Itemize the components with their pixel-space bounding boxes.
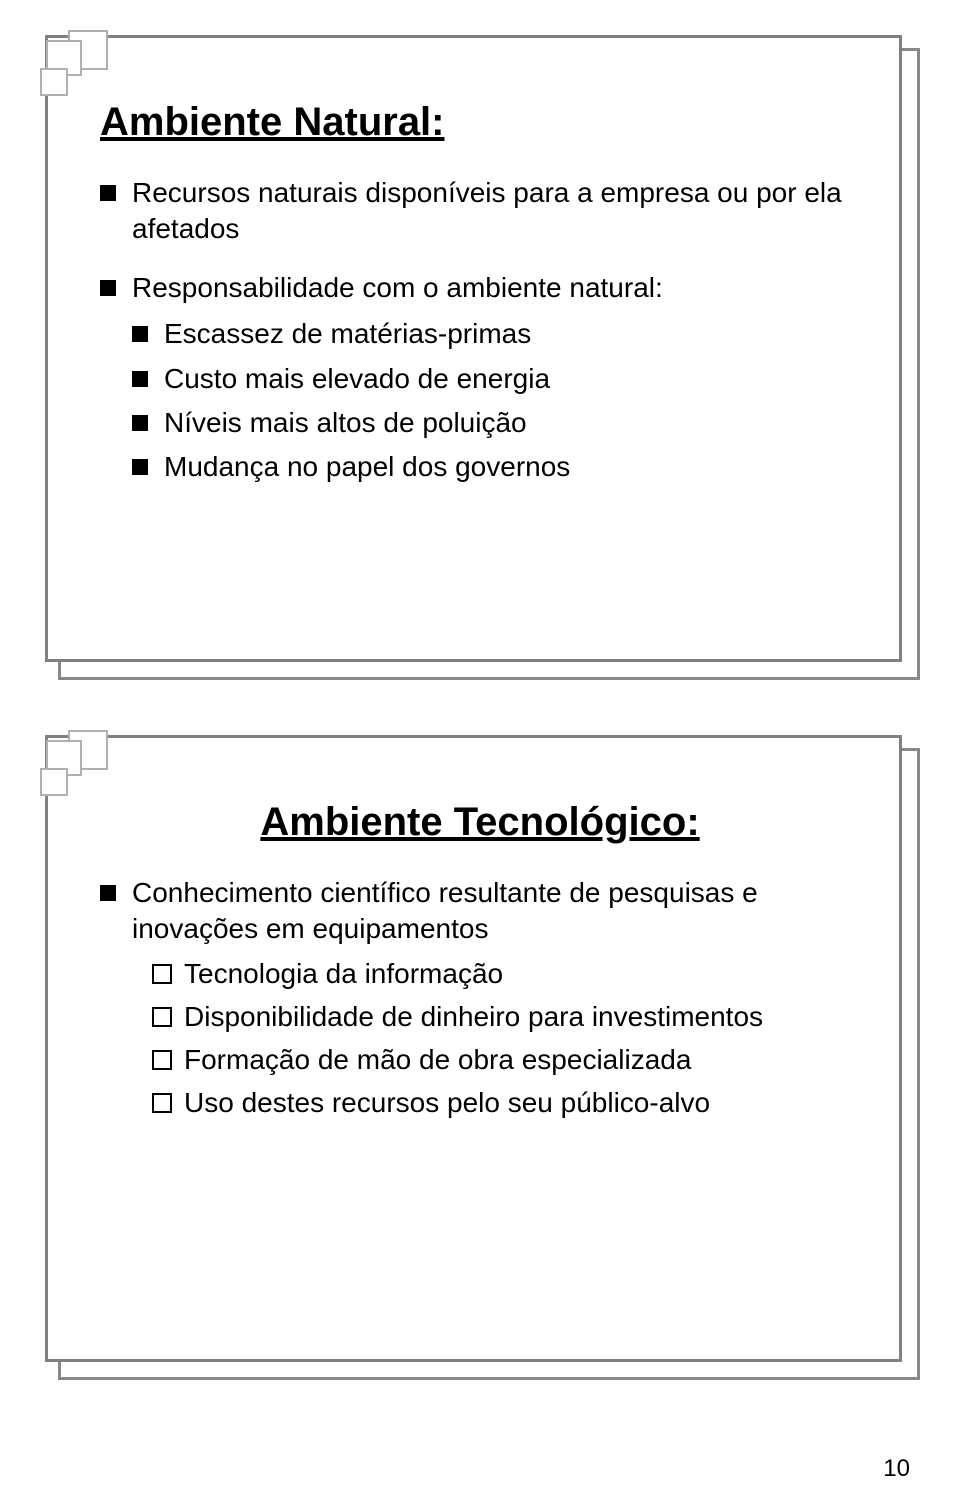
bullet-item: Responsabilidade com o ambiente natural:… <box>100 270 860 486</box>
sub-bullet-item: Disponibilidade de dinheiro para investi… <box>152 999 860 1034</box>
sub-bullet-list: Escassez de matérias-primas Custo mais e… <box>132 316 860 486</box>
slide-2: Ambiente Tecnológico: Conhecimento cient… <box>40 730 920 1380</box>
slide-content: Ambiente Natural: Recursos naturais disp… <box>100 90 860 640</box>
bullet-list: Conhecimento científico resultante de pe… <box>100 875 860 1120</box>
bullet-list: Recursos naturais disponíveis para a emp… <box>100 175 860 486</box>
sub-bullet-item: Escassez de matérias-primas <box>132 316 860 352</box>
sub-bullet-item: Mudança no papel dos governos <box>132 449 860 485</box>
bullet-text: Responsabilidade com o ambiente natural: <box>132 272 663 303</box>
sub-bullet-item: Tecnologia da informação <box>152 956 860 991</box>
page: Ambiente Natural: Recursos naturais disp… <box>0 0 960 1501</box>
slide-title: Ambiente Natural: <box>100 100 860 145</box>
bullet-item: Recursos naturais disponíveis para a emp… <box>100 175 860 248</box>
slide-title: Ambiente Tecnológico: <box>100 800 860 845</box>
sub-bullet-item: Uso destes recursos pelo seu público-alv… <box>152 1085 860 1120</box>
sub-bullet-item: Formação de mão de obra especializada <box>152 1042 860 1077</box>
corner-square-icon <box>40 768 68 796</box>
sub-bullet-item: Custo mais elevado de energia <box>132 361 860 397</box>
sub-bullet-item: Níveis mais altos de poluição <box>132 405 860 441</box>
bullet-item: Conhecimento científico resultante de pe… <box>100 875 860 1120</box>
sub-bullet-list: Tecnologia da informação Disponibilidade… <box>152 956 860 1120</box>
bullet-text: Conhecimento científico resultante de pe… <box>132 877 758 944</box>
corner-square-icon <box>40 68 68 96</box>
page-number: 10 <box>883 1455 910 1483</box>
slide-1: Ambiente Natural: Recursos naturais disp… <box>40 30 920 680</box>
slide-content: Ambiente Tecnológico: Conhecimento cient… <box>100 770 860 1340</box>
